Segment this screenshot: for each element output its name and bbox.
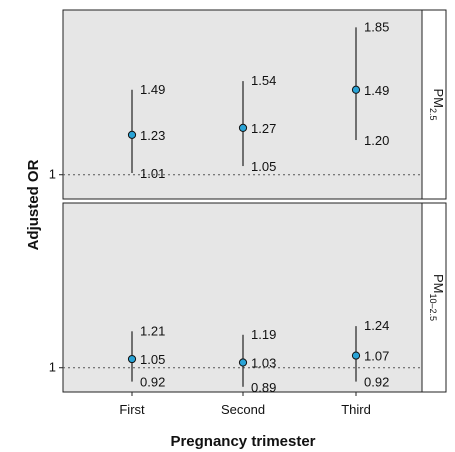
or-label: 1.27 (251, 121, 276, 136)
upper-ci-label: 1.21 (140, 323, 165, 338)
or-point (351, 85, 361, 94)
lower-ci-label: 1.01 (140, 166, 165, 181)
panels: PM2.5 1 1.49 1.23 1.01 1.54 1.27 1.05 1.85 1.49 1.… (49, 9, 447, 395)
lower-ci-label: 0.92 (140, 375, 165, 390)
lower-ci-label: 1.20 (364, 133, 389, 148)
panel-1: PM2.5 1 1.49 1.23 1.01 1.54 1.27 1.05 1.85 1.49 1.… (49, 9, 447, 200)
x-tick-label: Second (221, 402, 265, 417)
upper-ci-label: 1.85 (364, 19, 389, 34)
or-point (127, 354, 137, 364)
or-label: 1.49 (364, 83, 389, 98)
strip-label: PM2.5 (428, 88, 446, 120)
upper-ci-label: 1.54 (251, 73, 276, 88)
lower-ci-label: 0.89 (251, 380, 276, 395)
upper-ci-label: 1.24 (364, 318, 389, 333)
x-axis-title: Pregnancy trimester (170, 433, 315, 450)
y-axis-title: Adjusted OR (25, 159, 42, 250)
x-tick-label: First (119, 402, 145, 417)
panel-strip (421, 202, 447, 393)
or-label: 1.07 (364, 349, 389, 364)
lower-ci-label: 1.05 (251, 159, 276, 174)
y-tick-label: 1 (49, 167, 56, 182)
strip-label: PM10–2.5 (428, 274, 446, 321)
or-label: 1.23 (140, 128, 165, 143)
upper-ci-label: 1.49 (140, 82, 165, 97)
or-point (238, 123, 248, 133)
x-tick-labels: First Second Third (119, 392, 371, 417)
or-label: 1.05 (140, 352, 165, 367)
lower-ci-label: 0.92 (364, 375, 389, 390)
upper-ci-label: 1.19 (251, 327, 276, 342)
or-point (127, 130, 137, 139)
panel-strip (421, 9, 447, 200)
or-label: 1.03 (251, 356, 276, 371)
y-tick-label: 1 (49, 360, 56, 375)
or-point (351, 351, 361, 360)
panel-2: PM10–2.5 1 1.21 1.05 0.92 1.19 1.03 0.89 1.24 1.0… (49, 202, 447, 395)
or-point (238, 358, 248, 367)
x-tick-label: Third (341, 402, 371, 417)
